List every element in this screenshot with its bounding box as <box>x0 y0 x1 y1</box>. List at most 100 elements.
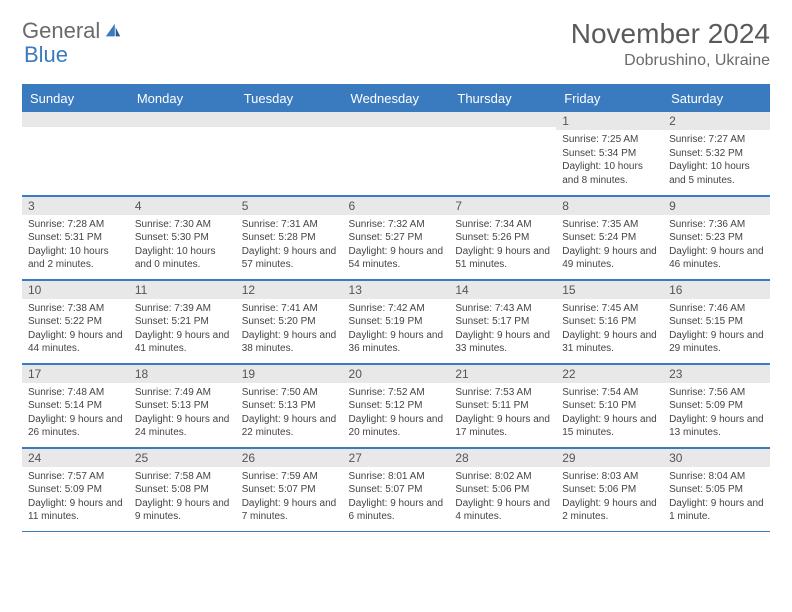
daylight-text: Daylight: 9 hours and 26 minutes. <box>28 413 123 440</box>
day-number: 10 <box>22 280 129 299</box>
day-content: Sunrise: 8:04 AMSunset: 5:05 PMDaylight:… <box>663 467 770 528</box>
sunrise-text: Sunrise: 8:02 AM <box>455 470 550 484</box>
day-content: Sunrise: 7:39 AMSunset: 5:21 PMDaylight:… <box>129 299 236 360</box>
day-content: Sunrise: 7:58 AMSunset: 5:08 PMDaylight:… <box>129 467 236 528</box>
calendar-cell: 6Sunrise: 7:32 AMSunset: 5:27 PMDaylight… <box>343 195 450 279</box>
day-number: 18 <box>129 364 236 383</box>
day-content: Sunrise: 7:43 AMSunset: 5:17 PMDaylight:… <box>449 299 556 360</box>
calendar-cell <box>449 111 556 195</box>
calendar-cell: 26Sunrise: 7:59 AMSunset: 5:07 PMDayligh… <box>236 447 343 531</box>
logo-text-blue: Blue <box>24 42 68 67</box>
day-number: 22 <box>556 364 663 383</box>
day-number: 15 <box>556 280 663 299</box>
calendar-cell: 25Sunrise: 7:58 AMSunset: 5:08 PMDayligh… <box>129 447 236 531</box>
sunset-text: Sunset: 5:27 PM <box>349 231 444 245</box>
calendar-cell <box>129 111 236 195</box>
calendar-cell: 5Sunrise: 7:31 AMSunset: 5:28 PMDaylight… <box>236 195 343 279</box>
daylight-text: Daylight: 9 hours and 17 minutes. <box>455 413 550 440</box>
daylight-text: Daylight: 9 hours and 54 minutes. <box>349 245 444 272</box>
sunrise-text: Sunrise: 7:50 AM <box>242 386 337 400</box>
sunset-text: Sunset: 5:31 PM <box>28 231 123 245</box>
sunrise-text: Sunrise: 7:32 AM <box>349 218 444 232</box>
sunrise-text: Sunrise: 8:01 AM <box>349 470 444 484</box>
day-content: Sunrise: 7:54 AMSunset: 5:10 PMDaylight:… <box>556 383 663 444</box>
calendar-cell: 30Sunrise: 8:04 AMSunset: 5:05 PMDayligh… <box>663 447 770 531</box>
daylight-text: Daylight: 9 hours and 24 minutes. <box>135 413 230 440</box>
calendar-body: 1Sunrise: 7:25 AMSunset: 5:34 PMDaylight… <box>22 111 770 531</box>
calendar-cell: 1Sunrise: 7:25 AMSunset: 5:34 PMDaylight… <box>556 111 663 195</box>
daylight-text: Daylight: 9 hours and 13 minutes. <box>669 413 764 440</box>
calendar-week: 3Sunrise: 7:28 AMSunset: 5:31 PMDaylight… <box>22 195 770 279</box>
sunset-text: Sunset: 5:13 PM <box>242 399 337 413</box>
day-number: 5 <box>236 196 343 215</box>
weekday-header: Thursday <box>449 85 556 111</box>
calendar-cell <box>343 111 450 195</box>
weekday-header: Friday <box>556 85 663 111</box>
empty-day <box>343 111 450 127</box>
sunrise-text: Sunrise: 7:43 AM <box>455 302 550 316</box>
day-number: 17 <box>22 364 129 383</box>
empty-day <box>236 111 343 127</box>
day-content: Sunrise: 7:52 AMSunset: 5:12 PMDaylight:… <box>343 383 450 444</box>
sunset-text: Sunset: 5:07 PM <box>349 483 444 497</box>
sunset-text: Sunset: 5:09 PM <box>669 399 764 413</box>
calendar-cell: 28Sunrise: 8:02 AMSunset: 5:06 PMDayligh… <box>449 447 556 531</box>
calendar-week: 17Sunrise: 7:48 AMSunset: 5:14 PMDayligh… <box>22 363 770 447</box>
daylight-text: Daylight: 9 hours and 1 minute. <box>669 497 764 524</box>
sunset-text: Sunset: 5:16 PM <box>562 315 657 329</box>
sunset-text: Sunset: 5:28 PM <box>242 231 337 245</box>
sunrise-text: Sunrise: 7:46 AM <box>669 302 764 316</box>
day-number: 25 <box>129 448 236 467</box>
day-content: Sunrise: 7:34 AMSunset: 5:26 PMDaylight:… <box>449 215 556 276</box>
daylight-text: Daylight: 9 hours and 7 minutes. <box>242 497 337 524</box>
weekday-row: SundayMondayTuesdayWednesdayThursdayFrid… <box>22 85 770 111</box>
sunrise-text: Sunrise: 7:31 AM <box>242 218 337 232</box>
sunset-text: Sunset: 5:34 PM <box>562 147 657 161</box>
day-number: 2 <box>663 111 770 130</box>
calendar-cell: 12Sunrise: 7:41 AMSunset: 5:20 PMDayligh… <box>236 279 343 363</box>
sunset-text: Sunset: 5:20 PM <box>242 315 337 329</box>
day-content: Sunrise: 7:53 AMSunset: 5:11 PMDaylight:… <box>449 383 556 444</box>
sunrise-text: Sunrise: 7:27 AM <box>669 133 764 147</box>
sunrise-text: Sunrise: 7:35 AM <box>562 218 657 232</box>
weekday-header: Tuesday <box>236 85 343 111</box>
daylight-text: Daylight: 9 hours and 20 minutes. <box>349 413 444 440</box>
sunrise-text: Sunrise: 7:42 AM <box>349 302 444 316</box>
calendar-cell: 20Sunrise: 7:52 AMSunset: 5:12 PMDayligh… <box>343 363 450 447</box>
calendar-cell: 3Sunrise: 7:28 AMSunset: 5:31 PMDaylight… <box>22 195 129 279</box>
sunset-text: Sunset: 5:15 PM <box>669 315 764 329</box>
day-number: 28 <box>449 448 556 467</box>
sunrise-text: Sunrise: 7:59 AM <box>242 470 337 484</box>
sunrise-text: Sunrise: 7:38 AM <box>28 302 123 316</box>
day-number: 27 <box>343 448 450 467</box>
sunset-text: Sunset: 5:06 PM <box>455 483 550 497</box>
header: General November 2024 Dobrushino, Ukrain… <box>22 18 770 70</box>
day-content: Sunrise: 7:46 AMSunset: 5:15 PMDaylight:… <box>663 299 770 360</box>
sunrise-text: Sunrise: 7:45 AM <box>562 302 657 316</box>
calendar-cell: 2Sunrise: 7:27 AMSunset: 5:32 PMDaylight… <box>663 111 770 195</box>
daylight-text: Daylight: 9 hours and 6 minutes. <box>349 497 444 524</box>
sunset-text: Sunset: 5:07 PM <box>242 483 337 497</box>
logo: General <box>22 18 124 44</box>
calendar-cell: 15Sunrise: 7:45 AMSunset: 5:16 PMDayligh… <box>556 279 663 363</box>
sunset-text: Sunset: 5:26 PM <box>455 231 550 245</box>
sail-icon <box>104 22 122 40</box>
sunset-text: Sunset: 5:09 PM <box>28 483 123 497</box>
calendar-cell: 14Sunrise: 7:43 AMSunset: 5:17 PMDayligh… <box>449 279 556 363</box>
sunrise-text: Sunrise: 7:54 AM <box>562 386 657 400</box>
day-number: 3 <box>22 196 129 215</box>
day-number: 29 <box>556 448 663 467</box>
day-content: Sunrise: 7:28 AMSunset: 5:31 PMDaylight:… <box>22 215 129 276</box>
daylight-text: Daylight: 9 hours and 49 minutes. <box>562 245 657 272</box>
day-content: Sunrise: 7:38 AMSunset: 5:22 PMDaylight:… <box>22 299 129 360</box>
day-number: 20 <box>343 364 450 383</box>
sunrise-text: Sunrise: 8:03 AM <box>562 470 657 484</box>
calendar-cell: 13Sunrise: 7:42 AMSunset: 5:19 PMDayligh… <box>343 279 450 363</box>
day-content: Sunrise: 8:02 AMSunset: 5:06 PMDaylight:… <box>449 467 556 528</box>
daylight-text: Daylight: 10 hours and 2 minutes. <box>28 245 123 272</box>
sunset-text: Sunset: 5:06 PM <box>562 483 657 497</box>
calendar-cell: 22Sunrise: 7:54 AMSunset: 5:10 PMDayligh… <box>556 363 663 447</box>
day-content: Sunrise: 7:48 AMSunset: 5:14 PMDaylight:… <box>22 383 129 444</box>
sunset-text: Sunset: 5:32 PM <box>669 147 764 161</box>
day-content: Sunrise: 8:03 AMSunset: 5:06 PMDaylight:… <box>556 467 663 528</box>
